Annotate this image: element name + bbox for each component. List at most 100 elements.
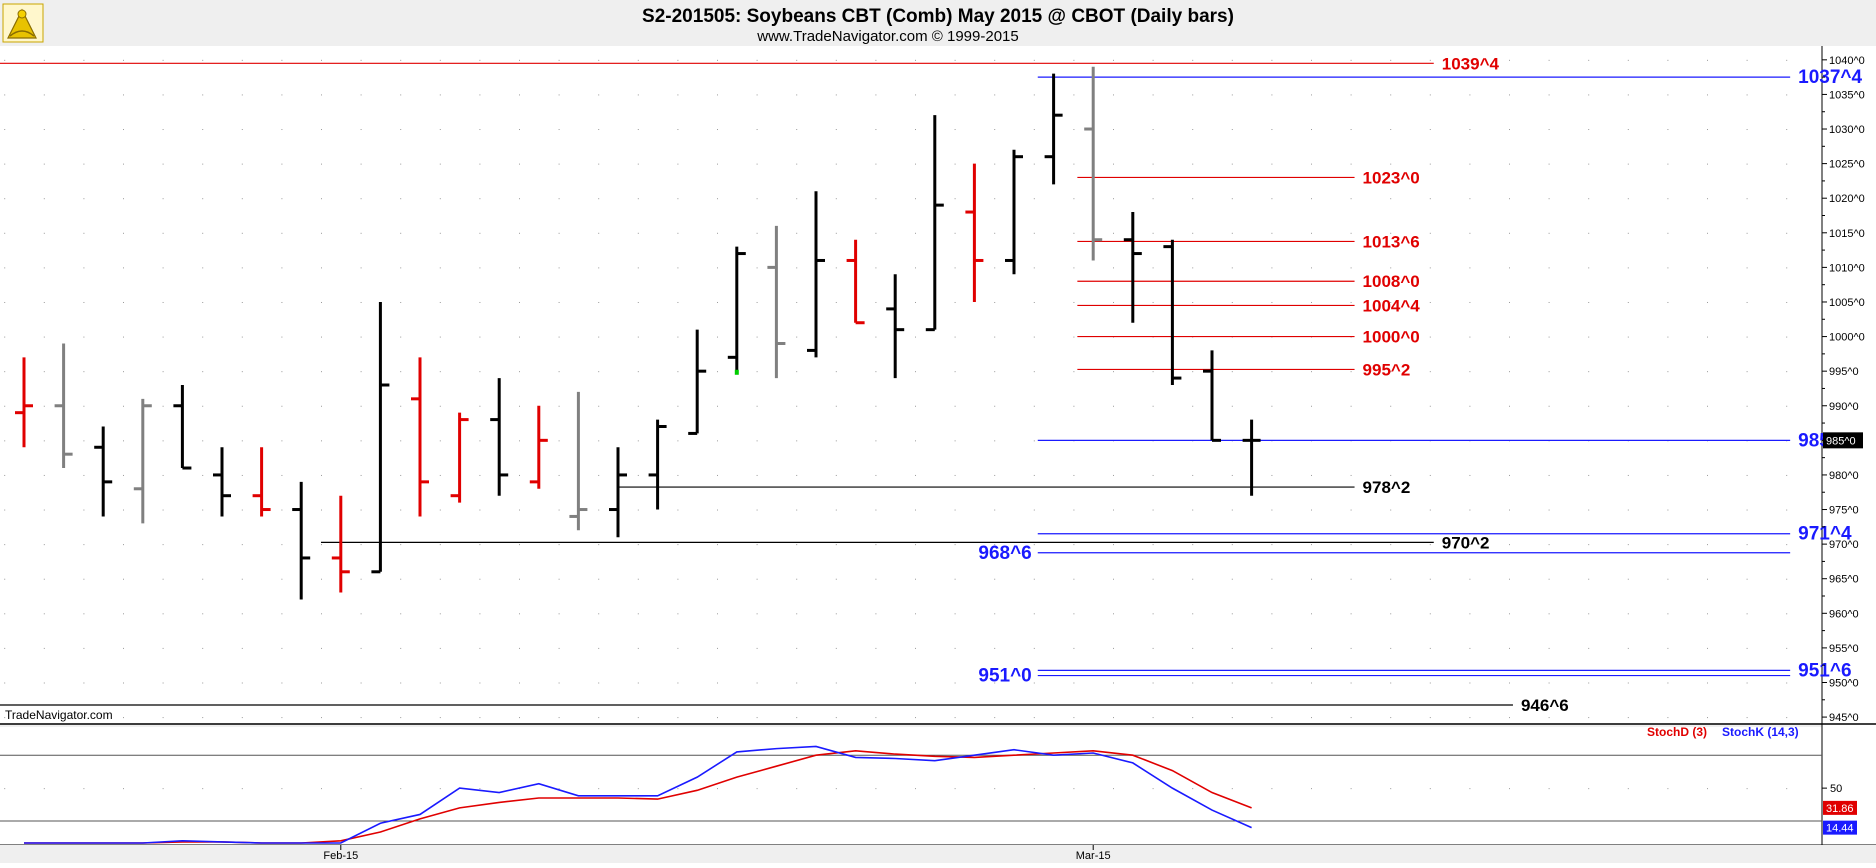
grid-dot [479, 509, 481, 511]
grid-dot [1152, 717, 1154, 719]
grid-dot [123, 509, 124, 511]
grid-dot [796, 509, 798, 511]
grid-dot [43, 717, 45, 719]
grid-dot [835, 232, 837, 234]
grid-dot [1271, 94, 1273, 96]
grid-dot [1311, 129, 1312, 131]
grid-dot [360, 509, 362, 511]
grid-dot [875, 129, 877, 131]
grid-dot [756, 613, 758, 615]
grid-dot [756, 544, 758, 546]
grid-dot [1192, 788, 1194, 790]
grid-dot [123, 474, 124, 476]
grid-dot [123, 440, 124, 442]
grid-dot [717, 509, 718, 511]
grid-dot [43, 267, 45, 269]
grid-dot [4, 474, 6, 476]
grid-dot [360, 682, 362, 684]
grid-dot [717, 544, 718, 546]
grid-dot [954, 232, 956, 234]
grid-dot [321, 509, 322, 511]
grid-dot [717, 232, 718, 234]
grid-dot [756, 198, 758, 200]
grid-dot [835, 267, 837, 269]
grid-dot [241, 232, 243, 234]
grid-dot [519, 544, 520, 546]
grid-dot [1627, 371, 1629, 373]
grid-dot [241, 267, 243, 269]
grid-dot [1746, 717, 1748, 719]
grid-dot [1311, 613, 1312, 615]
grid-dot [439, 267, 441, 269]
grid-dot [1152, 544, 1154, 546]
grid-dot [43, 440, 45, 442]
grid-dot [1588, 578, 1590, 580]
grid-dot [677, 94, 679, 96]
grid-dot [1667, 267, 1669, 269]
grid-dot [1152, 405, 1154, 407]
grid-dot [756, 647, 758, 649]
grid-dot [1033, 647, 1035, 649]
grid-dot [1231, 59, 1233, 61]
grid-dot [835, 94, 837, 96]
grid-dot [1152, 788, 1154, 790]
grid-dot [1429, 129, 1431, 131]
grid-dot [1152, 163, 1154, 165]
grid-dot [321, 717, 322, 719]
grid-dot [162, 336, 164, 338]
grid-dot [1033, 371, 1035, 373]
grid-dot [915, 578, 916, 580]
grid-dot [360, 336, 362, 338]
grid-dot [954, 301, 956, 303]
grid-dot [756, 578, 758, 580]
ohlc-bar [1203, 350, 1221, 442]
grid-dot [281, 232, 283, 234]
grid-dot [1073, 59, 1075, 61]
grid-dot [717, 163, 718, 165]
grid-dot [162, 578, 164, 580]
grid-dot [1231, 474, 1233, 476]
grid-dot [241, 788, 243, 790]
grid-dot [1588, 509, 1590, 511]
grid-dot [558, 405, 560, 407]
grid-dot [1429, 717, 1431, 719]
grid-dot [123, 682, 124, 684]
grid-dot [83, 59, 85, 61]
grid-dot [360, 129, 362, 131]
grid-dot [4, 267, 6, 269]
grid-dot [1073, 788, 1075, 790]
grid-dot [1113, 163, 1114, 165]
stoch-d-value: 31.86 [1826, 803, 1854, 815]
grid-dot [1231, 788, 1233, 790]
grid-dot [162, 267, 164, 269]
grid-dot [202, 682, 204, 684]
grid-dot [558, 717, 560, 719]
grid-dot [162, 682, 164, 684]
grid-dot [519, 301, 520, 303]
grid-dot [1429, 94, 1431, 96]
grid-dot [558, 544, 560, 546]
grid-dot [360, 647, 362, 649]
grid-dot [1469, 544, 1471, 546]
grid-dot [756, 405, 758, 407]
y-tick-label: 995^0 [1829, 366, 1859, 378]
ohlc-bar [490, 378, 509, 496]
grid-dot [43, 474, 45, 476]
grid-dot [1113, 267, 1114, 269]
grid-dot [1469, 94, 1471, 96]
grid-dot [915, 336, 916, 338]
grid-dot [1271, 267, 1273, 269]
grid-dot [1667, 232, 1669, 234]
grid-dot [796, 788, 798, 790]
grid-dot [835, 198, 837, 200]
grid-dot [1350, 301, 1352, 303]
grid-dot [162, 474, 164, 476]
grid-dot [875, 682, 877, 684]
grid-dot [1588, 717, 1590, 719]
grid-dot [1667, 198, 1669, 200]
grid-dot [1033, 163, 1035, 165]
grid-dot [321, 301, 322, 303]
grid-dot [1073, 198, 1075, 200]
y-tick-label: 955^0 [1829, 643, 1859, 655]
